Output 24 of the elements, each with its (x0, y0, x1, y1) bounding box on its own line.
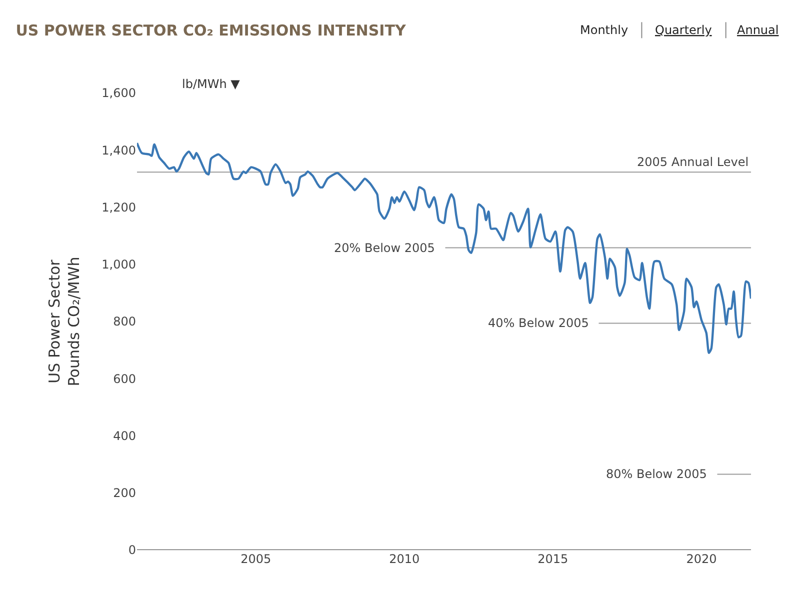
y-tick-label: 1,200 (102, 200, 136, 214)
y-tick-label: 800 (113, 314, 136, 329)
chart-title: US POWER SECTOR CO₂ EMISSIONS INTENSITY (16, 21, 407, 40)
y-tick-label: 1,600 (102, 86, 136, 100)
y-axis-title: US Power Sector Pounds CO₂/MWh (45, 256, 83, 386)
ref-line-label: 2005 Annual Level (637, 155, 749, 169)
x-tick-label: 2010 (389, 552, 420, 566)
x-tick-label: 2020 (686, 552, 717, 566)
ref-line-label: 20% Below 2005 (334, 241, 435, 255)
text: Annual (737, 23, 779, 37)
text: Quarterly (655, 23, 712, 37)
y-tick-label: 0 (128, 543, 136, 558)
line-series (137, 142, 751, 354)
y-tick-label: 200 (113, 486, 136, 500)
y-tick-label: 400 (113, 428, 136, 443)
x-tick-label: 2015 (538, 552, 568, 566)
y-tick-label: 1,000 (102, 258, 136, 272)
text: lb/MWh ▼ (182, 77, 241, 91)
x-tick-label: 2005 (240, 552, 272, 566)
y-tick-label: 1,400 (102, 143, 136, 158)
ref-line-label: 80% Below 2005 (606, 467, 707, 481)
y-tick-label: 600 (113, 372, 136, 386)
ref-line-label: 40% Below 2005 (488, 316, 589, 330)
text: Monthly (580, 23, 628, 37)
